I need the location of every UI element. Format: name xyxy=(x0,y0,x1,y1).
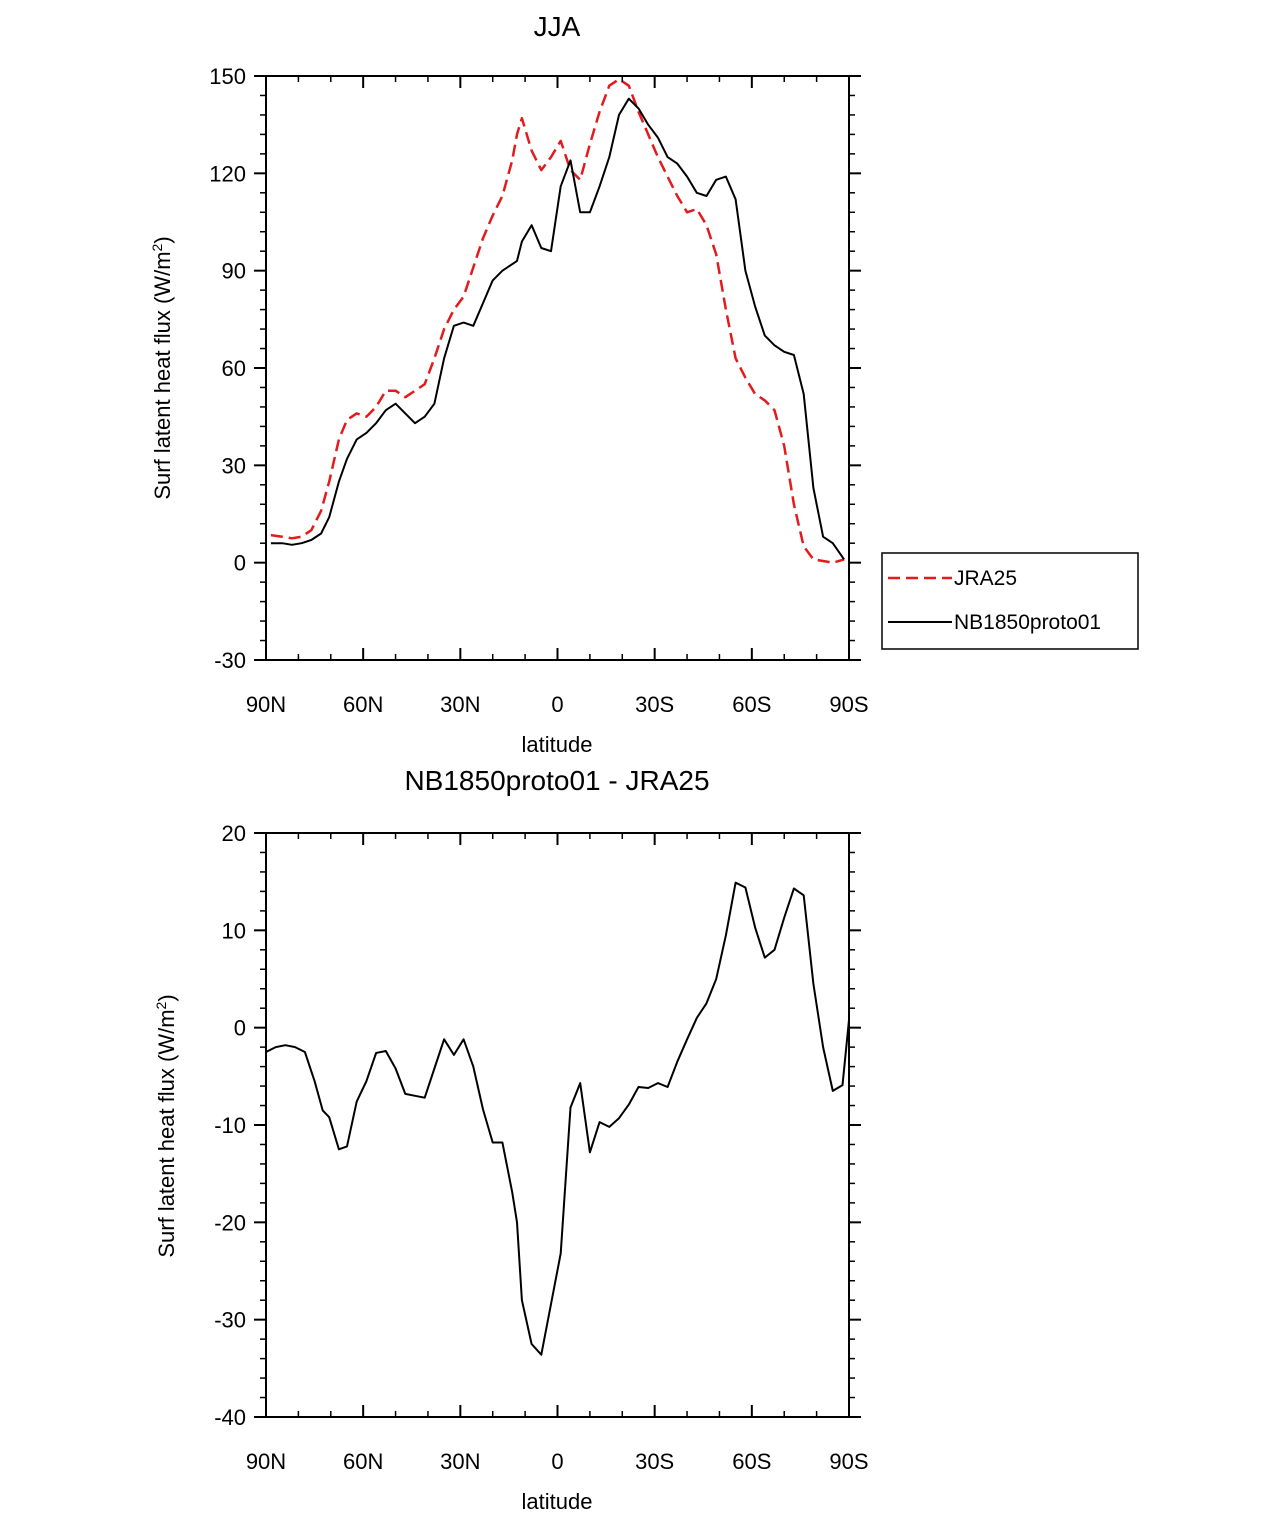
x-tick-label: 0 xyxy=(551,1449,563,1474)
y-tick-label: 20 xyxy=(222,821,246,846)
x-tick-label: 90S xyxy=(829,1449,868,1474)
chart-title-difference: NB1850proto01 - JRA25 xyxy=(404,765,709,796)
x-tick-label: 60S xyxy=(732,1449,771,1474)
plot-frame-jja xyxy=(265,75,850,661)
plot-frame-difference xyxy=(265,832,850,1418)
legend: JRA25 NB1850proto01 xyxy=(881,552,1139,650)
y-tick-label: 0 xyxy=(234,1016,246,1041)
legend-label-nb1850proto01: NB1850proto01 xyxy=(954,611,1101,634)
x-tick-label: 30S xyxy=(635,692,674,717)
legend-box xyxy=(881,552,1139,650)
x-tick-label: 60S xyxy=(732,692,771,717)
x-tick-label: 0 xyxy=(551,692,563,717)
y-tick-label: -30 xyxy=(214,1308,246,1333)
x-axis-label-difference: latitude xyxy=(522,1489,593,1514)
y-tick-label: -20 xyxy=(214,1210,246,1235)
y-tick-label: -40 xyxy=(214,1405,246,1430)
x-tick-label: 60N xyxy=(343,1449,383,1474)
x-tick-label: 90N xyxy=(246,1449,286,1474)
series-line-nb1850proto01 xyxy=(270,97,845,560)
x-tick-label: 30S xyxy=(635,1449,674,1474)
difference-panel: NB1850proto01 - JRA25 90N 60N 30N 0 30S 60S 90… xyxy=(153,765,869,1514)
y-tick-label: -30 xyxy=(214,648,246,673)
y-tick-label: -10 xyxy=(214,1113,246,1138)
series-line-jra25 xyxy=(270,77,845,564)
y-tick-label: 60 xyxy=(222,356,246,381)
x-tick-label: 30N xyxy=(440,692,480,717)
y-tick-label: 0 xyxy=(234,551,246,576)
chart-title-jja: JJA xyxy=(534,11,581,42)
y-axis-label-jja: Surf latent heat flux (W/m2) xyxy=(149,236,175,499)
y-tick-label: 150 xyxy=(209,64,246,89)
jja-panel: JJA 90N 60N 30N 0 30S 60S 90S-300306090120150 … xyxy=(149,11,1139,757)
legend-label-jra25: JRA25 xyxy=(954,567,1017,590)
y-tick-label: 30 xyxy=(222,453,246,478)
y-tick-label: 120 xyxy=(209,161,246,186)
x-tick-label: 30N xyxy=(440,1449,480,1474)
x-tick-label: 90S xyxy=(829,692,868,717)
series-line-nb1850proto01-jra25 xyxy=(265,881,850,1356)
x-tick-label: 60N xyxy=(343,692,383,717)
x-axis-label-jja: latitude xyxy=(522,732,593,757)
y-tick-label: 10 xyxy=(222,918,246,943)
y-tick-label: 90 xyxy=(222,259,246,284)
x-tick-label: 90N xyxy=(246,692,286,717)
y-axis-label-difference: Surf latent heat flux (W/m2) xyxy=(153,994,179,1257)
